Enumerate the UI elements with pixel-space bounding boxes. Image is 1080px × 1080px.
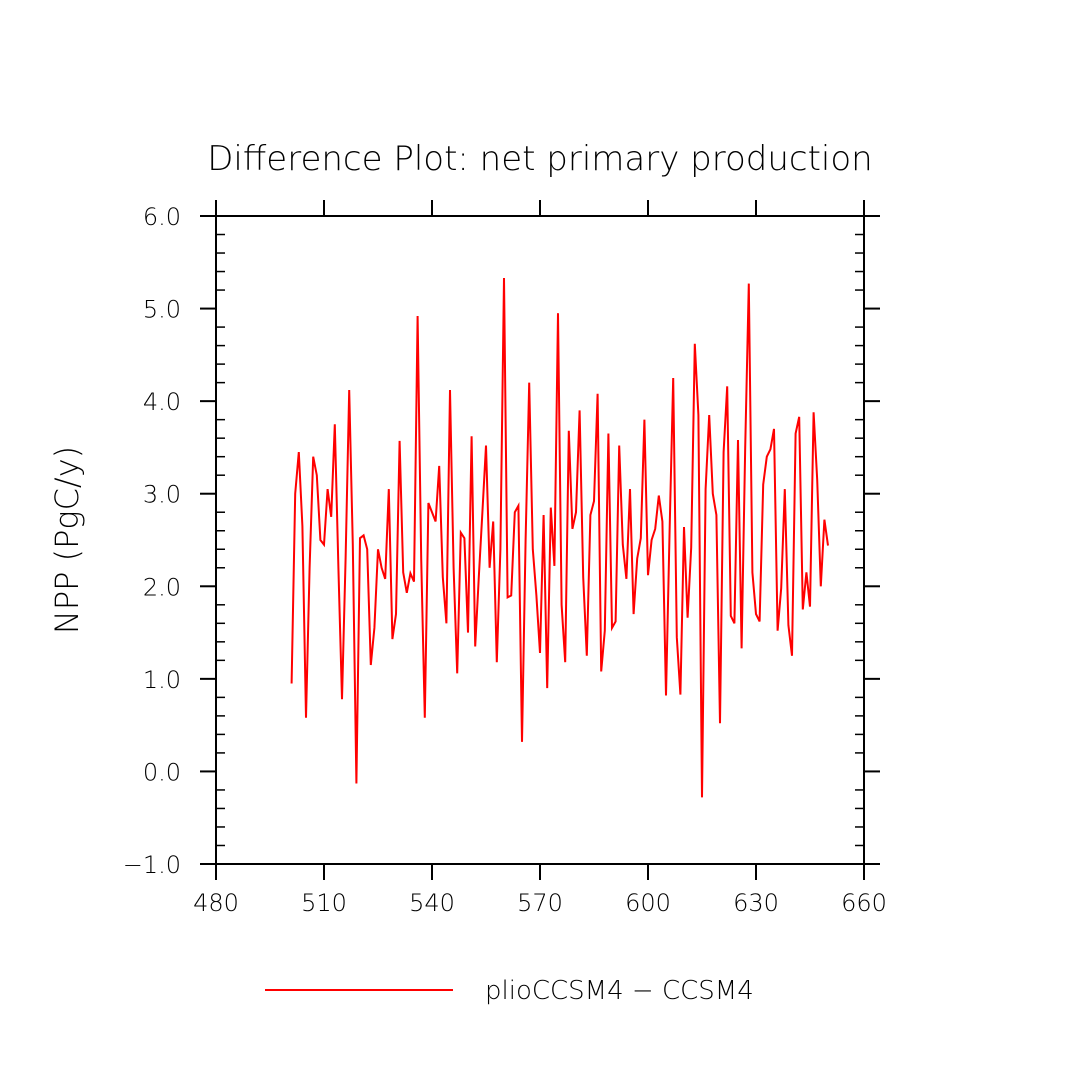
y-tick-labels: −1.0 0.0 1.0 2.0 3.0 4.0 5.0 6.0 bbox=[123, 203, 181, 879]
x-tick-label: 510 bbox=[301, 889, 347, 917]
y-tick-label: 1.0 bbox=[143, 666, 181, 694]
x-tick-labels: 480 510 540 570 600 630 660 bbox=[193, 889, 887, 917]
y-tick-label: 2.0 bbox=[143, 573, 181, 601]
series-line bbox=[290, 278, 829, 798]
y-tick-label: 5.0 bbox=[143, 296, 181, 324]
minor-ticks bbox=[216, 233, 864, 847]
y-tick-label: 3.0 bbox=[143, 481, 181, 509]
y-tick-label: 6.0 bbox=[143, 203, 181, 231]
x-tick-label: 630 bbox=[733, 889, 779, 917]
chart-title: Difference Plot: net primary production bbox=[207, 139, 872, 179]
x-tick-label: 480 bbox=[193, 889, 239, 917]
series-group bbox=[290, 278, 829, 798]
y-tick-label: 4.0 bbox=[143, 388, 181, 416]
x-tick-label: 600 bbox=[625, 889, 671, 917]
y-tick-label: 0.0 bbox=[143, 758, 181, 786]
y-axis-label: NPP (PgC/y) bbox=[48, 446, 86, 634]
plot-frame bbox=[215, 215, 865, 865]
legend-label: plioCCSM4 − CCSM4 bbox=[485, 976, 754, 1006]
x-tick-label: 660 bbox=[841, 889, 887, 917]
legend: plioCCSM4 − CCSM4 bbox=[265, 976, 754, 1006]
major-ticks bbox=[200, 200, 880, 880]
x-tick-label: 570 bbox=[517, 889, 563, 917]
x-tick-label: 540 bbox=[409, 889, 455, 917]
y-tick-label: −1.0 bbox=[123, 851, 181, 879]
